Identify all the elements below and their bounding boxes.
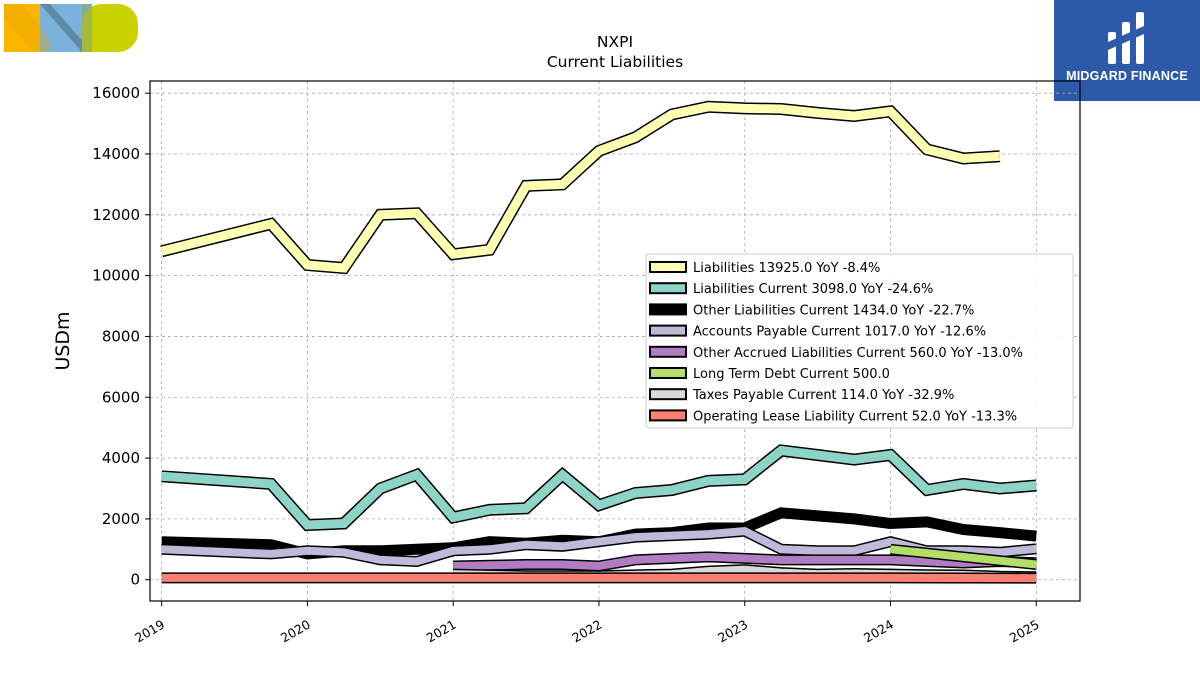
y-tick-label: 8000 (102, 327, 140, 345)
legend-swatch (649, 324, 687, 337)
x-tick-label: 2023 (715, 617, 750, 646)
series-1 (160, 100, 1001, 275)
chart-title: NXPI (597, 33, 633, 51)
legend-item: Accounts Payable Current 1017.0 YoY -12.… (649, 324, 986, 340)
legend-label: Other Liabilities Current 1434.0 YoY -22… (693, 303, 974, 318)
y-tick-label: 0 (130, 571, 140, 589)
legend-label: Liabilities Current 3098.0 YoY -24.6% (693, 282, 933, 297)
series-line (890, 545, 1037, 569)
y-tick-label: 12000 (92, 206, 140, 224)
midgard-logo-icon (1108, 12, 1144, 64)
x-tick-label: 2019 (132, 617, 167, 646)
legend: Liabilities 13925.0 YoY -8.4% Liabilities… (645, 253, 1074, 429)
legend-item: Liabilities 13925.0 YoY -8.4% (649, 261, 880, 276)
y-tick-label: 16000 (92, 84, 140, 102)
legend-label: Other Accrued Liabilities Current 560.0 … (693, 346, 1023, 361)
legend-label: Liabilities 13925.0 YoY -8.4% (693, 261, 880, 276)
legend-item: Operating Lease Liability Current 52.0 Y… (649, 409, 1017, 424)
x-tick-label: 2021 (424, 617, 459, 646)
series-layer (160, 100, 1037, 584)
legend-label: Operating Lease Liability Current 52.0 Y… (693, 409, 1017, 424)
x-tick-label: 2024 (861, 617, 896, 646)
legend-swatch (649, 303, 687, 316)
series-4 (161, 525, 1037, 568)
series-line (453, 552, 1037, 571)
series-line (161, 527, 1037, 566)
legend-box (645, 253, 1074, 429)
legend-label: Taxes Payable Current 114.0 YoY -32.9% (692, 388, 954, 403)
legend-swatch (649, 261, 687, 273)
legend-swatch (649, 409, 687, 422)
legend-item: Liabilities Current 3098.0 YoY -24.6% (649, 282, 933, 297)
series-6 (889, 543, 1037, 570)
legend-item: Other Liabilities Current 1434.0 YoY -22… (649, 303, 974, 318)
nxp-logo (4, 4, 138, 52)
y-tick-label: 6000 (102, 388, 140, 406)
series-5 (453, 551, 1037, 572)
series-line (161, 445, 1037, 530)
legend-item: Taxes Payable Current 114.0 YoY -32.9% (649, 388, 954, 403)
series-2 (161, 444, 1037, 532)
x-tick-label: 2022 (569, 617, 604, 646)
y-tick-label: 4000 (102, 449, 140, 467)
brand-name: MIDGARD FINANCE (1066, 69, 1188, 83)
chart-subtitle: Current Liabilities (547, 53, 683, 71)
legend-label: Long Term Debt Current 500.0 (693, 367, 890, 382)
legend-swatch (649, 388, 687, 401)
series-line (160, 102, 1001, 273)
legend-swatch (649, 367, 687, 379)
y-tick-label: 2000 (102, 510, 140, 528)
legend-label: Accounts Payable Current 1017.0 YoY -12.… (693, 325, 986, 340)
x-tick-label: 2025 (1007, 617, 1042, 646)
y-tick-label: 10000 (92, 267, 140, 285)
brand-badge: MIDGARD FINANCE (1054, 0, 1200, 101)
legend-swatch (649, 345, 687, 358)
x-tick-label: 2020 (278, 617, 313, 646)
legend-item: Other Accrued Liabilities Current 560.0 … (649, 345, 1023, 361)
legend-swatch (649, 282, 687, 295)
plot-frame (149, 80, 1081, 602)
y-axis-title: USDm (52, 311, 74, 370)
legend-item: Long Term Debt Current 500.0 (649, 367, 890, 382)
y-tick-label: 14000 (92, 145, 140, 163)
